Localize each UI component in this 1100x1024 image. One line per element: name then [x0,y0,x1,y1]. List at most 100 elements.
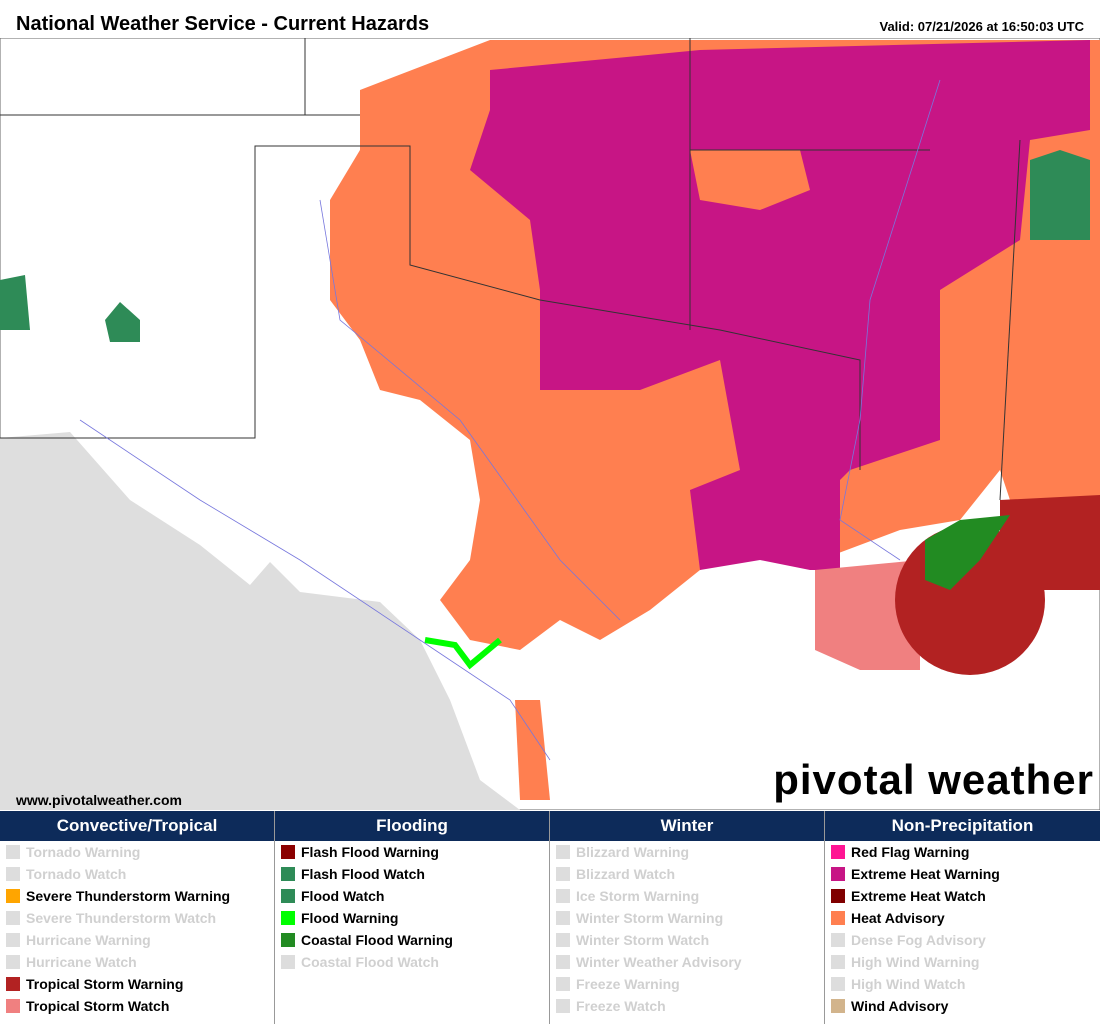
legend-label: High Wind Watch [851,976,966,992]
legend-item: Wind Advisory [825,995,1100,1017]
legend-swatch [556,867,570,881]
legend-swatch [831,933,845,947]
legend-swatch [831,977,845,991]
legend-column: Convective/Tropical Tornado Warning Tornad… [0,811,275,1024]
legend-swatch [6,977,20,991]
title: National Weather Service - Current Hazar… [16,13,430,35]
legend-swatch [556,955,570,969]
legend-swatch [831,845,845,859]
legend-column: Flooding Flash Flood Warning Flash Flood W… [275,811,550,1024]
legend-label: Freeze Watch [576,998,666,1014]
legend-swatch [281,889,295,903]
legend-swatch [6,867,20,881]
legend-swatch [6,889,20,903]
legend-swatch [556,845,570,859]
legend-label: Winter Weather Advisory [576,954,742,970]
legend-label: Severe Thunderstorm Warning [26,888,231,904]
legend-item: Heat Advisory [825,907,1100,929]
legend-item: Freeze Watch [550,995,824,1017]
legend-item: Blizzard Watch [550,863,824,885]
legend-swatch [831,955,845,969]
hazard-map [0,38,1100,810]
legend-swatch [281,845,295,859]
legend-heading: Non-Precipitation [825,811,1100,841]
legend-item: Dense Fog Advisory [825,929,1100,951]
legend-label: Red Flag Warning [851,844,970,860]
legend-label: Wind Advisory [851,998,949,1014]
legend-label: Winter Storm Watch [576,932,710,948]
legend-item: Tropical Storm Watch [0,995,274,1017]
legend-item: Winter Weather Advisory [550,951,824,973]
legend-item: Extreme Heat Warning [825,863,1100,885]
legend-swatch [6,933,20,947]
legend-swatch [831,889,845,903]
legend-swatch [556,911,570,925]
legend-item: Freeze Warning [550,973,824,995]
legend: Convective/Tropical Tornado Warning Tornad… [0,811,1100,1024]
legend-item: Severe Thunderstorm Warning [0,885,274,907]
legend-swatch [6,845,20,859]
legend-heading: Convective/Tropical [0,811,274,841]
legend-item: Severe Thunderstorm Watch [0,907,274,929]
legend-item: Blizzard Warning [550,841,824,863]
legend-swatch [556,999,570,1013]
legend-label: High Wind Warning [851,954,980,970]
legend-swatch [6,999,20,1013]
legend-item: Flood Warning [275,907,549,929]
legend-label: Freeze Warning [576,976,680,992]
legend-label: Coastal Flood Warning [301,932,453,948]
legend-label: Tropical Storm Watch [26,998,170,1014]
legend-label: Flash Flood Warning [301,844,439,860]
legend-heading: Winter [550,811,824,841]
legend-label: Severe Thunderstorm Watch [26,910,217,926]
legend-item: Hurricane Warning [0,929,274,951]
legend-label: Flash Flood Watch [301,866,425,882]
legend-label: Winter Storm Warning [576,910,724,926]
legend-swatch [6,955,20,969]
legend-swatch [281,911,295,925]
legend-item: Winter Storm Warning [550,907,824,929]
legend-item: Hurricane Watch [0,951,274,973]
legend-item: Flash Flood Watch [275,863,549,885]
legend-label: Extreme Heat Watch [851,888,986,904]
legend-label: Tornado Watch [26,866,127,882]
legend-label: Flood Warning [301,910,399,926]
legend-column: Non-Precipitation Red Flag Warning Extreme… [825,811,1100,1024]
legend-label: Dense Fog Advisory [851,932,986,948]
legend-label: Blizzard Warning [576,844,690,860]
legend-swatch [281,955,295,969]
legend-item: Coastal Flood Warning [275,929,549,951]
legend-item: Tornado Watch [0,863,274,885]
legend-label: Flood Watch [301,888,385,904]
legend-label: Hurricane Watch [26,954,137,970]
valid-time: Valid: 07/21/2026 at 16:50:03 UTC [879,19,1084,34]
legend-item: High Wind Watch [825,973,1100,995]
legend-item: Tropical Storm Warning [0,973,274,995]
legend-swatch [6,911,20,925]
legend-swatch [831,867,845,881]
logo: pivotal weather [773,756,1094,803]
legend-label: Tornado Warning [26,844,141,860]
legend-column: Winter Blizzard Warning Blizzard Watch Ice … [550,811,825,1024]
legend-label: Hurricane Warning [26,932,151,948]
legend-item: Tornado Warning [0,841,274,863]
legend-swatch [281,867,295,881]
legend-heading: Flooding [275,811,549,841]
legend-label: Ice Storm Warning [576,888,700,904]
legend-swatch [831,999,845,1013]
legend-item: Winter Storm Watch [550,929,824,951]
legend-item: Extreme Heat Watch [825,885,1100,907]
legend-label: Extreme Heat Warning [851,866,1000,882]
legend-label: Coastal Flood Watch [301,954,439,970]
legend-swatch [556,977,570,991]
legend-item: High Wind Warning [825,951,1100,973]
legend-item: Flood Watch [275,885,549,907]
legend-item: Red Flag Warning [825,841,1100,863]
legend-item: Ice Storm Warning [550,885,824,907]
legend-item: Flash Flood Warning [275,841,549,863]
legend-swatch [556,933,570,947]
legend-label: Heat Advisory [851,910,945,926]
legend-swatch [831,911,845,925]
source-url: www.pivotalweather.com [16,792,182,808]
